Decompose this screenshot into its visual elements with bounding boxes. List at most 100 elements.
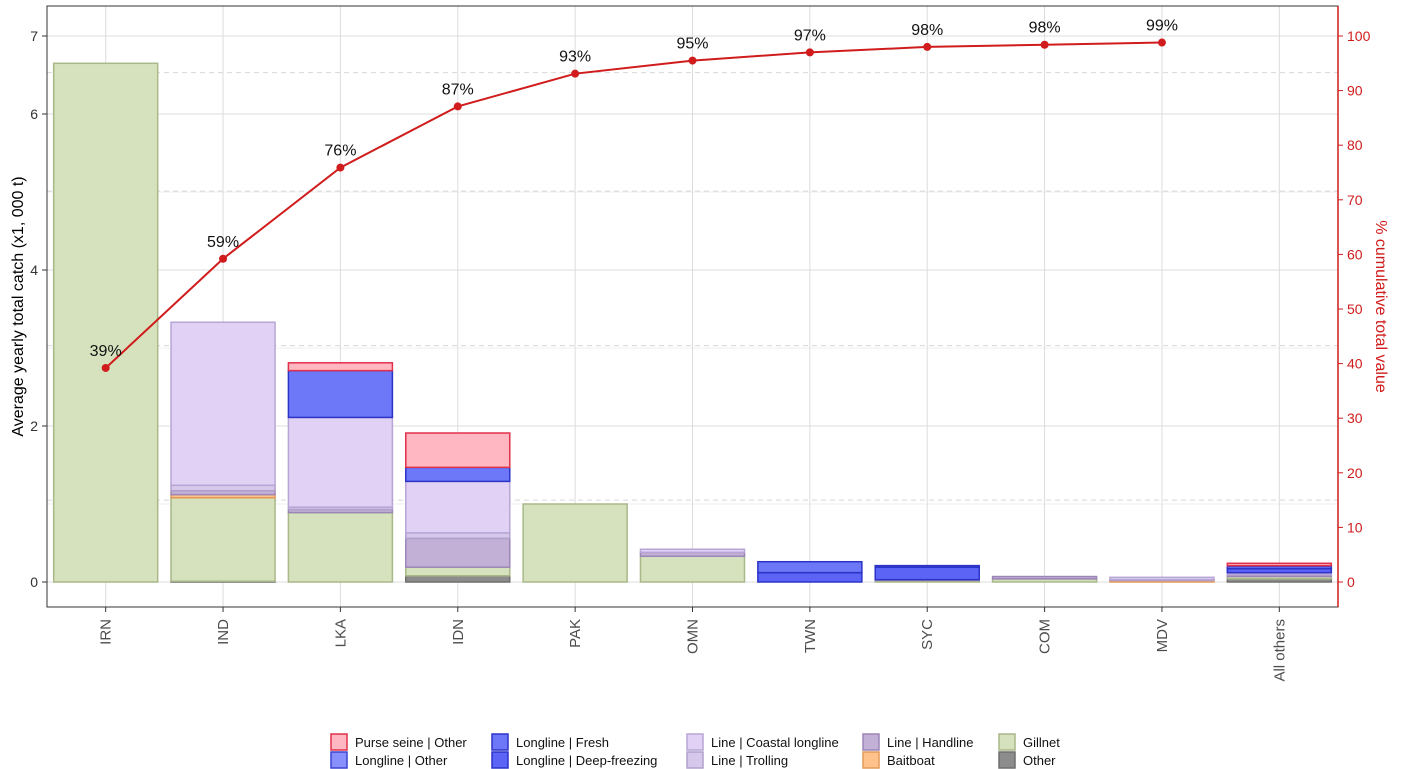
y2-axis-title: % cumulative total value	[1372, 220, 1389, 393]
legend-swatch	[862, 733, 880, 751]
cumulative-label: 76%	[324, 143, 356, 160]
bar-segment	[287, 416, 394, 508]
x-tick-label: IND	[215, 619, 232, 645]
x-tick-label: TWN	[802, 619, 819, 653]
y2-tick-label: 100	[1347, 28, 1371, 44]
cumulative-polyline	[105, 41, 1162, 369]
y2-tick-label: 80	[1347, 137, 1363, 153]
bar-segment	[405, 575, 511, 583]
legend-swatch	[491, 733, 509, 751]
bar-segment	[52, 62, 159, 583]
cumulative-label: 87%	[442, 81, 474, 98]
y2-tick-label: 60	[1347, 246, 1363, 262]
x-tick-label: IRN	[98, 619, 115, 645]
y-tick-label: 6	[30, 106, 38, 122]
cumulative-label: 39%	[90, 343, 122, 360]
bar-segment	[405, 537, 511, 568]
cumulative-label: 97%	[794, 27, 826, 44]
x-tick-label: COM	[1037, 619, 1054, 654]
y2-tick-label: 70	[1347, 192, 1363, 208]
legend-label: Line | Coastal longline	[711, 735, 839, 750]
bar-segment	[170, 484, 276, 492]
bar-segment	[757, 560, 863, 574]
cumulative-point	[453, 102, 462, 111]
legend-label: Baitboat	[887, 753, 935, 768]
bar-segment	[405, 566, 511, 577]
cumulative-point	[1157, 38, 1166, 47]
cumulative-point	[688, 56, 697, 65]
bar-segment	[405, 480, 511, 534]
cumulative-point	[923, 42, 932, 51]
legend-swatch	[998, 751, 1016, 769]
legend-label: Longline | Deep-freezing	[516, 753, 657, 768]
y-tick-label: 4	[30, 262, 38, 278]
y2-tick-label: 40	[1347, 356, 1363, 372]
y2-tick-label: 50	[1347, 301, 1363, 317]
bar-segment	[405, 532, 511, 540]
legend-swatch	[998, 733, 1016, 751]
y-tick-label: 0	[30, 574, 38, 590]
legend-label: Line | Trolling	[711, 753, 788, 768]
cumulative-point	[336, 163, 345, 172]
legend-label: Gillnet	[1023, 735, 1060, 750]
legend-label: Longline | Fresh	[516, 735, 609, 750]
legend: Purse seine | Other Longline | Other Longl…	[330, 733, 1060, 769]
cumulative-line: 39% 59% 76% 87% 93% 95% 97% 98% 98% 99%	[90, 18, 1178, 372]
bar-segment	[639, 555, 746, 583]
bar-segment	[1226, 562, 1333, 567]
bar-segment	[287, 369, 394, 419]
y2-tick-label: 20	[1347, 465, 1363, 481]
bar-segment	[170, 321, 276, 487]
cumulative-label: 93%	[559, 49, 591, 66]
bars	[52, 62, 1333, 583]
bar-segment	[522, 503, 628, 583]
legend-swatch	[330, 751, 348, 769]
bar-segment	[639, 548, 746, 554]
y-tick-label: 7	[30, 28, 38, 44]
y-tick-label: 2	[30, 418, 38, 434]
bar-segment	[757, 571, 863, 583]
legend-label: Purse seine | Other	[355, 735, 467, 750]
legend-swatch	[862, 751, 880, 769]
legend-label: Longline | Other	[355, 753, 448, 768]
bar-segment	[405, 466, 511, 483]
legend-swatch	[491, 751, 509, 769]
legend-label: Other	[1023, 753, 1056, 768]
bar-segment	[874, 566, 980, 581]
cumulative-label: 99%	[1146, 18, 1178, 35]
y2-tick-label: 30	[1347, 410, 1363, 426]
y2-tick-label: 90	[1347, 83, 1363, 99]
x-tick-label: LKA	[332, 619, 349, 647]
x-tick-label: All others	[1271, 619, 1288, 682]
legend-swatch	[330, 733, 348, 751]
x-tick-label: SYC	[919, 619, 936, 650]
cumulative-label: 98%	[911, 22, 943, 39]
cumulative-label: 59%	[207, 234, 239, 251]
cumulative-point	[571, 69, 580, 78]
bar-segment	[287, 511, 394, 583]
cumulative-point	[1040, 40, 1049, 49]
bar-segment	[287, 362, 394, 372]
bar-segment	[1109, 576, 1215, 581]
cumulative-point	[219, 254, 228, 263]
legend-swatch	[686, 733, 704, 751]
x-tick-label: IDN	[450, 619, 467, 645]
cumulative-point	[101, 363, 110, 372]
cumulative-label: 95%	[676, 36, 708, 53]
cumulative-label: 98%	[1029, 20, 1061, 37]
y2-tick-label: 10	[1347, 519, 1363, 535]
legend-swatch	[686, 751, 704, 769]
bar-segment	[405, 432, 511, 469]
x-tick-label: PAK	[567, 619, 584, 648]
cumulative-point	[805, 48, 814, 57]
legend-label: Line | Handline	[887, 735, 974, 750]
y-axis-title: Average yearly total catch (x1, 000 t)	[10, 176, 27, 436]
bar-segment	[170, 497, 276, 582]
bar-segment	[874, 564, 980, 568]
x-tick-label: MDV	[1154, 619, 1171, 652]
x-tick-label: OMN	[685, 619, 702, 654]
y2-tick-label: 0	[1347, 574, 1355, 590]
bar-segment	[991, 575, 1098, 580]
